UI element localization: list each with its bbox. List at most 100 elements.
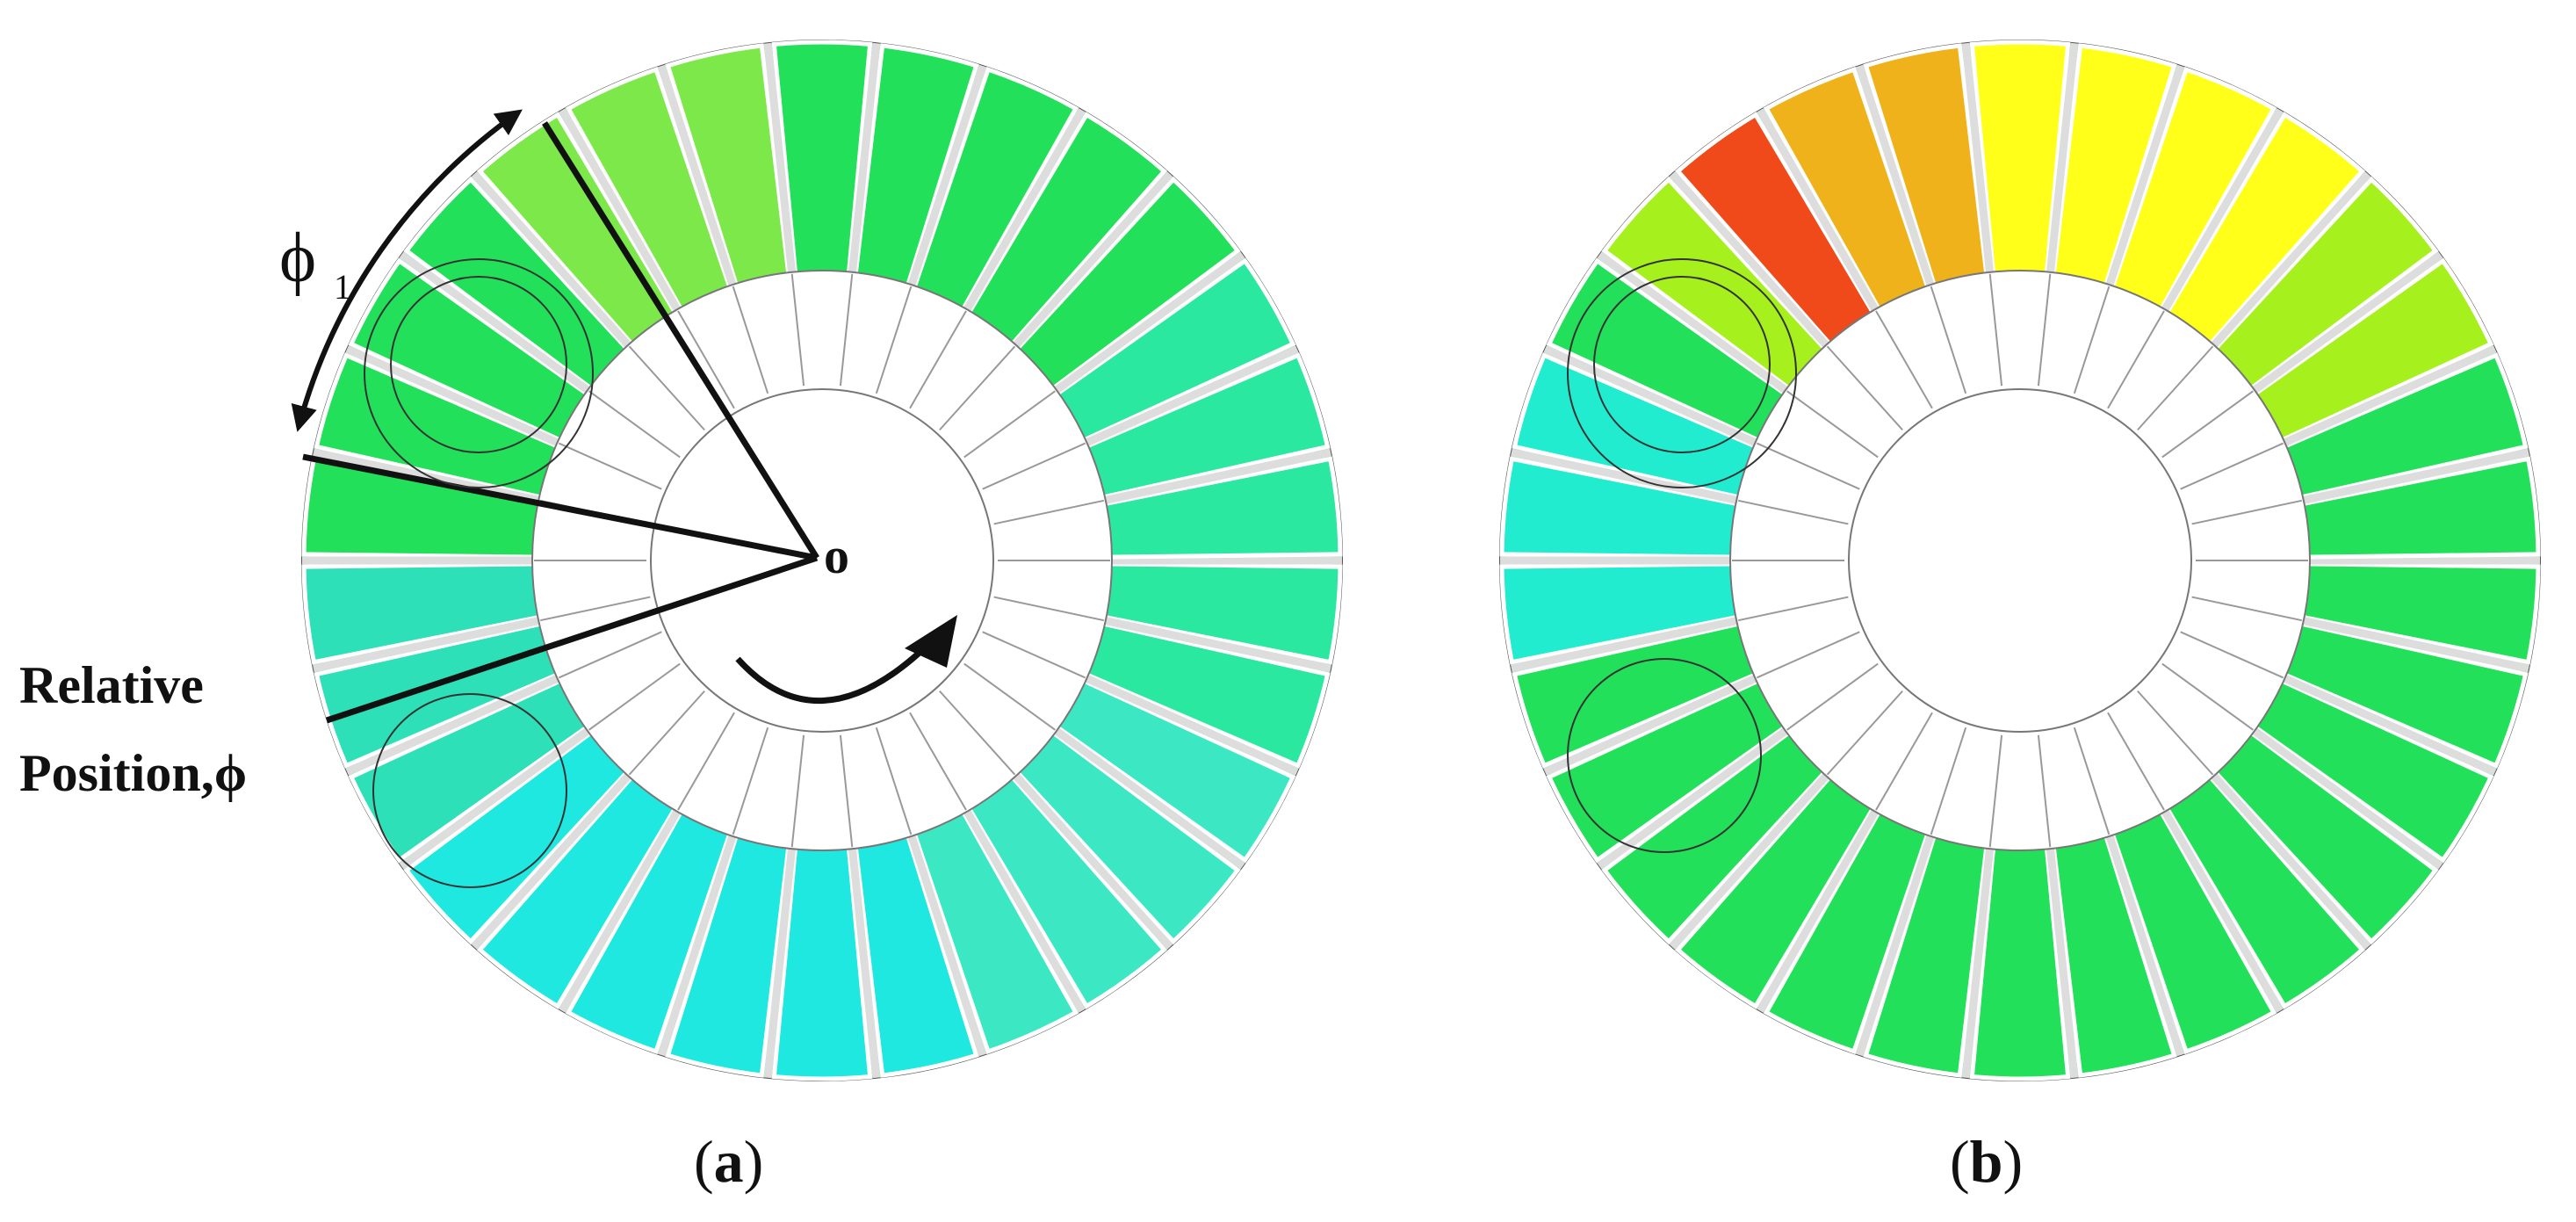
inner-hub-ring-b [1848, 388, 2192, 733]
undefined-hub-spoke [2073, 727, 2111, 835]
undefined-hub-spoke [963, 390, 1056, 459]
undefined-hub-spoke [732, 286, 769, 394]
undefined-hub-spoke [2037, 734, 2052, 848]
undefined-blade [763, 42, 799, 300]
undefined-blade [1757, 786, 1892, 1013]
undefined-hub-spoke [558, 442, 662, 490]
undefined-hub-spoke [539, 596, 651, 622]
undefined-blade [1855, 64, 1943, 312]
panel-a: ϕ 1 o Relative Position,ϕ (a) [19, 40, 1343, 1195]
undefined-hub-spoke [1737, 596, 1849, 622]
undefined-hub-spoke [839, 273, 854, 387]
undefined-hub-spoke [2191, 499, 2303, 525]
angle-label-subscript: 1 [334, 267, 351, 307]
undefined-blade [1033, 712, 1245, 870]
undefined-hub-spoke [1737, 499, 1849, 525]
undefined-hub-spoke [1786, 662, 1879, 731]
undefined-blade [345, 663, 583, 776]
undefined-hub-spoke [1875, 712, 1933, 811]
undefined-blade [2277, 448, 2529, 510]
undefined-blade [1961, 42, 1997, 300]
undefined-hub-spoke [2191, 596, 2303, 622]
undefined-hub-spoke [875, 286, 913, 394]
undefined-hub-spoke [1988, 734, 2003, 848]
undefined-hub-spoke [993, 499, 1105, 525]
relative-position-label-line2: Position,ϕ [19, 744, 247, 802]
undefined-blade [1669, 171, 1847, 368]
undefined-hub-spoke [1930, 727, 1967, 835]
angle-label-phi: ϕ [279, 220, 316, 297]
undefined-hub-spoke [2137, 690, 2214, 776]
undefined-hub-spoke [588, 390, 681, 459]
undefined-hub-spoke [1826, 690, 1903, 776]
blade-passages-a [301, 40, 1343, 1081]
undefined-blade [1757, 108, 1892, 335]
highlight-circle-b-1 [1567, 258, 1797, 488]
undefined-hub-spoke [982, 631, 1086, 679]
undefined-blade [2148, 108, 2284, 335]
undefined-blade [2193, 753, 2371, 950]
undefined-hub-spoke [1875, 310, 1933, 409]
undefined-blade [950, 786, 1086, 1013]
caption-b-letter: b [1970, 1128, 2003, 1195]
undefined-blade [1061, 663, 1299, 776]
caption-b-open: ( [1950, 1128, 1970, 1195]
undefined-hub-spoke [1786, 390, 1879, 459]
rotation-arrow-head-icon [905, 615, 957, 668]
undefined-hub-spoke [939, 690, 1016, 776]
angle-arc-phi1 [291, 109, 523, 432]
undefined-hub-spoke [1988, 273, 2003, 387]
blade-passages-b [1499, 40, 2541, 1081]
undefined-blade [2231, 251, 2443, 409]
undefined-blade [1543, 345, 1781, 458]
caption-a-close: ) [744, 1128, 764, 1195]
caption-a-open: ( [694, 1128, 714, 1195]
undefined-blade [950, 108, 1086, 335]
undefined-hub-spoke [2180, 631, 2284, 679]
hub-spokes-a [534, 273, 1110, 848]
undefined-blade [1597, 712, 1809, 870]
undefined-blade [2043, 42, 2079, 300]
undefined-hub-spoke [677, 310, 735, 409]
undefined-blade [313, 611, 566, 673]
rotation-arrow [735, 647, 925, 705]
undefined-blade [995, 753, 1173, 950]
undefined-hub-spoke [993, 596, 1105, 622]
highlight-circle-b-3 [1567, 658, 1762, 853]
undefined-blade [2097, 809, 2185, 1057]
undefined-blade [559, 786, 694, 1013]
undefined-blade [1669, 753, 1847, 950]
undefined-blade [2259, 663, 2497, 776]
caption-a: (a) [694, 1128, 763, 1195]
undefined-blade [899, 809, 987, 1057]
undefined-hub-spoke [2037, 273, 2052, 387]
relative-position-label-line1: Relative [19, 656, 204, 714]
undefined-blade [995, 171, 1173, 368]
undefined-hub-spoke [839, 734, 854, 848]
caption-b-close: ) [2002, 1128, 2023, 1195]
inner-hub-ring-a [650, 388, 994, 733]
undefined-blade [657, 809, 745, 1057]
undefined-blade [2277, 611, 2529, 673]
undefined-hub-spoke [1930, 286, 1967, 394]
undefined-hub-spoke [1756, 442, 1860, 490]
highlight-circle-a-1 [364, 258, 594, 488]
undefined-blade [1079, 448, 1331, 510]
highlight-circle-a-3 [372, 693, 567, 888]
undefined-hub-spoke [909, 712, 967, 811]
undefined-hub-spoke [982, 442, 1086, 490]
undefined-blade [399, 712, 611, 870]
reference-line-3 [325, 554, 819, 724]
undefined-hub-spoke [2107, 712, 2165, 811]
hub-spokes-b [1732, 273, 2308, 848]
undefined-blade [1033, 251, 1245, 409]
undefined-blade [313, 448, 566, 510]
caption-a-letter: a [714, 1128, 744, 1195]
undefined-blade [1079, 611, 1331, 673]
undefined-hub-spoke [677, 712, 735, 811]
undefined-blade [845, 42, 881, 300]
undefined-hub-spoke [628, 345, 705, 431]
undefined-hub-spoke [628, 690, 705, 776]
undefined-blade [2097, 64, 2185, 312]
